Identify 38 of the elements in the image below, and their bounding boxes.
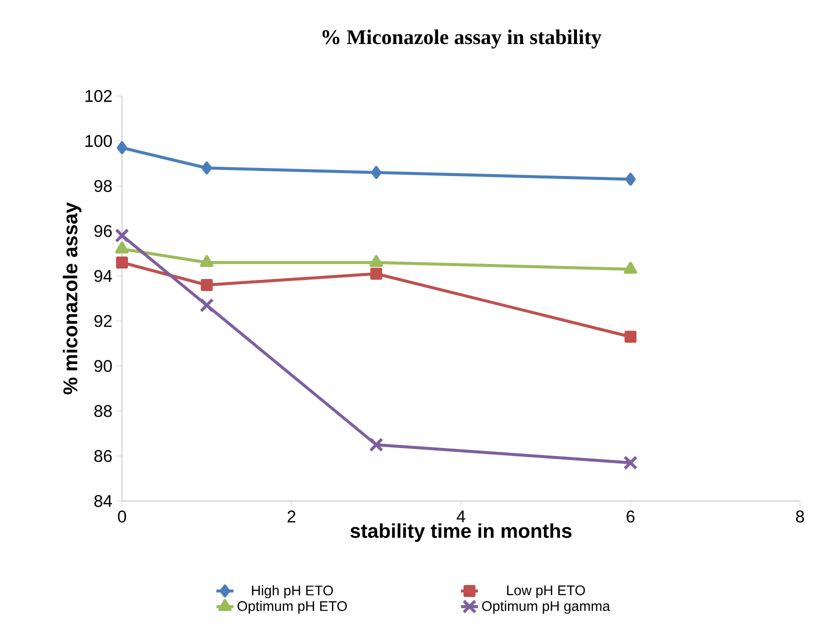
chart-title: % Miconazole assay in stability	[322, 30, 602, 49]
x-tick-label: 2	[288, 510, 296, 522]
point	[371, 166, 382, 179]
y-tick-label: 92	[94, 315, 112, 327]
point	[369, 438, 384, 452]
point	[114, 228, 130, 243]
point	[116, 256, 128, 268]
x-tick-label: 6	[626, 510, 634, 523]
point	[370, 268, 382, 280]
point	[624, 262, 638, 274]
y-tick-label: 102	[86, 90, 112, 102]
x-tick-label: 4	[456, 510, 466, 522]
point	[623, 456, 638, 470]
y-tick-label: 98	[94, 180, 112, 192]
y-tick-label: 100	[86, 135, 112, 147]
point	[200, 279, 213, 291]
y-axis-title: % miconazole assay	[62, 202, 82, 394]
legend-label: Optimum pH ETO	[238, 600, 347, 614]
legend-label: Optimum pH gamma	[482, 600, 610, 614]
y-tick-label: 96	[94, 225, 112, 237]
y-tick-label: 90	[94, 360, 112, 372]
y-tick-label: 86	[94, 450, 112, 462]
legend-label: Low pH ETO	[507, 585, 585, 598]
point	[115, 242, 129, 254]
y-tick-label: 88	[94, 405, 112, 417]
point	[116, 141, 128, 154]
y-tick-label: 94	[94, 270, 112, 282]
point	[200, 255, 214, 267]
point	[202, 162, 212, 174]
point	[370, 255, 383, 267]
x-axis-title: stability time in months	[350, 523, 572, 542]
point	[625, 172, 636, 186]
point	[200, 298, 214, 312]
legend-label: High pH ETO	[252, 585, 333, 598]
y-tick-label: 84	[94, 495, 112, 507]
x-tick-label: 0	[118, 510, 126, 523]
point	[624, 330, 636, 343]
x-tick-label: 8	[796, 510, 804, 523]
